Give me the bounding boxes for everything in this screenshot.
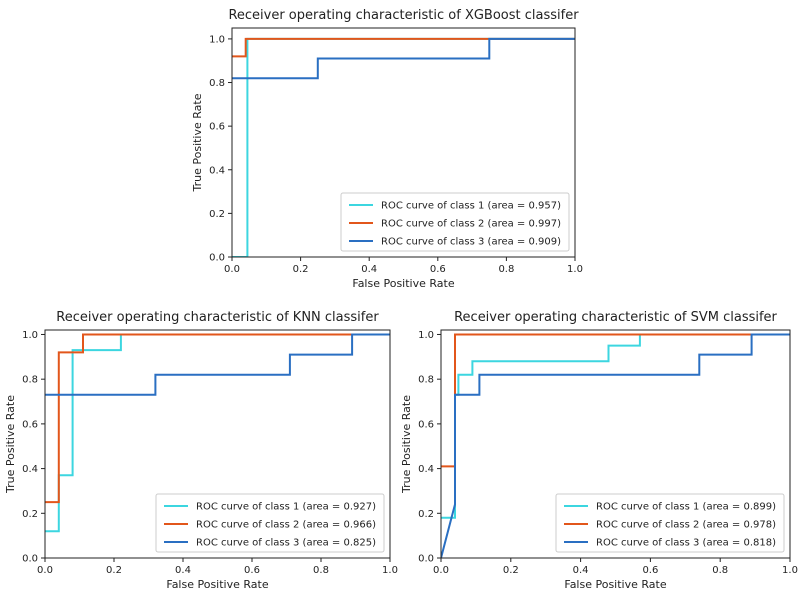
roc-curve-class-2 bbox=[232, 37, 575, 58]
x-tick-label: 0.0 bbox=[224, 264, 240, 275]
x-tick-label: 0.6 bbox=[244, 565, 260, 576]
chart-title: Receiver operating characteristic of SVM… bbox=[454, 310, 777, 325]
y-tick-label: 0.0 bbox=[418, 554, 434, 565]
x-axis-label: False Positive Rate bbox=[564, 578, 666, 591]
y-tick-label: 1.0 bbox=[22, 330, 38, 341]
legend: ROC curve of class 1 (area = 0.957) ROC c… bbox=[340, 192, 570, 252]
x-tick-label: 0.8 bbox=[498, 264, 514, 275]
x-tick-label: 1.0 bbox=[782, 565, 798, 576]
y-tick-label: 0.0 bbox=[209, 253, 225, 264]
chart-panel-1: Receiver operating characteristic of XGB… bbox=[191, 8, 583, 290]
chart-panel-2: Receiver operating characteristic of KNN… bbox=[4, 310, 398, 591]
y-tick-label: 0.8 bbox=[22, 375, 38, 386]
x-tick-label: 1.0 bbox=[567, 264, 583, 275]
roc-curve-class-3 bbox=[232, 37, 575, 80]
x-tick-label: 0.8 bbox=[712, 565, 728, 576]
y-tick-label: 0.4 bbox=[418, 464, 434, 475]
x-tick-label: 0.2 bbox=[293, 264, 309, 275]
x-tick-label: 0.2 bbox=[503, 565, 519, 576]
series-group bbox=[441, 333, 790, 558]
x-tick-label: 1.0 bbox=[382, 565, 398, 576]
y-axis-label: True Positive Rate bbox=[4, 395, 17, 494]
y-tick-label: 0.8 bbox=[209, 78, 225, 89]
x-tick-label: 0.6 bbox=[642, 565, 658, 576]
legend-box bbox=[340, 192, 570, 252]
y-tick-label: 0.0 bbox=[22, 554, 38, 565]
y-axis-label: True Positive Rate bbox=[191, 93, 204, 192]
x-tick-label: 0.8 bbox=[313, 565, 329, 576]
x-tick-label: 0.0 bbox=[433, 565, 449, 576]
y-tick-label: 0.6 bbox=[209, 122, 225, 133]
roc-curve-class-3 bbox=[45, 333, 390, 396]
roc-curve-class-2 bbox=[45, 333, 390, 504]
plot-frame bbox=[231, 27, 576, 258]
legend-label-class-2: ROC curve of class 2 (area = 0.966) bbox=[196, 520, 376, 531]
legend-label-class-1: ROC curve of class 1 (area = 0.927) bbox=[196, 502, 376, 513]
x-tick-label: 0.4 bbox=[361, 264, 377, 275]
y-tick-label: 1.0 bbox=[209, 34, 225, 45]
y-tick-label: 0.6 bbox=[22, 419, 38, 430]
legend-label-class-3: ROC curve of class 3 (area = 0.909) bbox=[381, 237, 561, 248]
y-tick-label: 0.2 bbox=[209, 209, 225, 220]
legend: ROC curve of class 1 (area = 0.899) ROC c… bbox=[555, 493, 785, 553]
roc-curve-class-3 bbox=[441, 333, 790, 558]
plot-frame bbox=[44, 329, 391, 559]
legend-label-class-2: ROC curve of class 2 (area = 0.978) bbox=[596, 520, 776, 531]
legend-label-class-1: ROC curve of class 1 (area = 0.899) bbox=[596, 502, 776, 513]
legend-label-class-2: ROC curve of class 2 (area = 0.997) bbox=[381, 219, 561, 230]
chart-title: Receiver operating characteristic of KNN… bbox=[56, 310, 379, 325]
x-axis-label: False Positive Rate bbox=[166, 578, 268, 591]
legend-label-class-3: ROC curve of class 3 (area = 0.818) bbox=[596, 538, 776, 549]
x-tick-label: 0.4 bbox=[573, 565, 589, 576]
chart-title: Receiver operating characteristic of XGB… bbox=[228, 8, 579, 23]
plot-frame bbox=[440, 329, 791, 559]
legend-label-class-3: ROC curve of class 3 (area = 0.825) bbox=[196, 538, 376, 549]
y-tick-label: 0.8 bbox=[418, 375, 434, 386]
legend-label-class-1: ROC curve of class 1 (area = 0.957) bbox=[381, 201, 561, 212]
legend-box bbox=[555, 493, 785, 553]
roc-curve-class-1 bbox=[45, 333, 390, 533]
x-tick-label: 0.0 bbox=[37, 565, 53, 576]
legend: ROC curve of class 1 (area = 0.927) ROC c… bbox=[155, 493, 385, 553]
y-axis-label: True Positive Rate bbox=[400, 395, 413, 494]
x-tick-label: 0.2 bbox=[106, 565, 122, 576]
series-group bbox=[45, 333, 390, 533]
y-tick-label: 0.4 bbox=[209, 165, 225, 176]
roc-curve-class-1 bbox=[441, 333, 790, 519]
y-tick-label: 0.2 bbox=[418, 509, 434, 520]
y-tick-label: 0.2 bbox=[22, 509, 38, 520]
chart-panel-3: Receiver operating characteristic of SVM… bbox=[400, 310, 798, 591]
series-group bbox=[232, 37, 575, 257]
y-tick-label: 0.6 bbox=[418, 419, 434, 430]
x-tick-label: 0.4 bbox=[175, 565, 191, 576]
y-tick-label: 1.0 bbox=[418, 330, 434, 341]
x-axis-label: False Positive Rate bbox=[352, 277, 454, 290]
x-tick-label: 0.6 bbox=[430, 264, 446, 275]
y-tick-label: 0.4 bbox=[22, 464, 38, 475]
legend-box bbox=[155, 493, 385, 553]
